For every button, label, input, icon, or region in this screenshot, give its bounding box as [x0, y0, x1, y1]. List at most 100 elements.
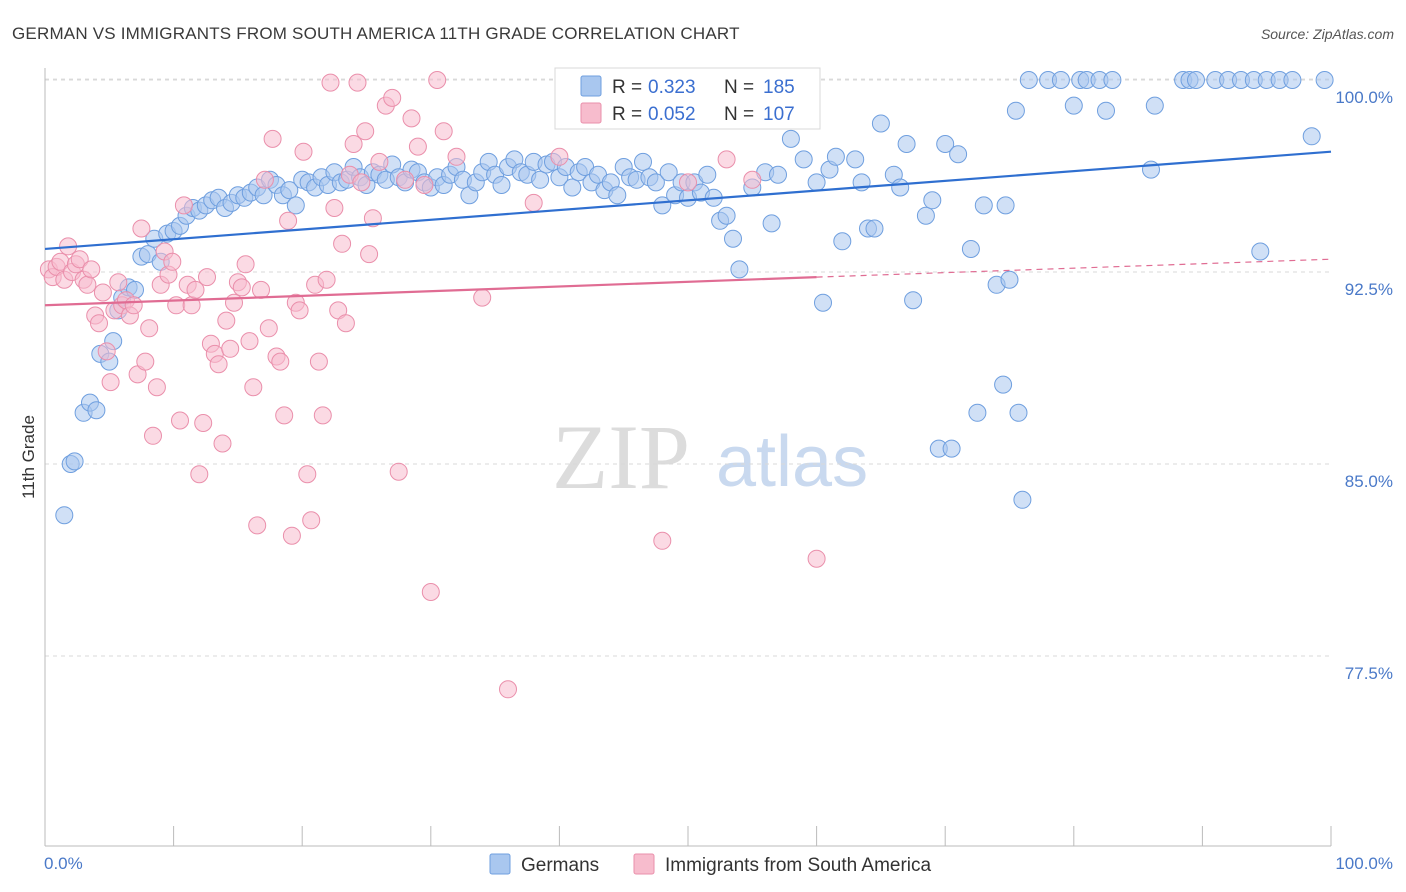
point-immigrants — [383, 88, 402, 107]
point-germans — [65, 452, 84, 471]
chart-title: GERMAN VS IMMIGRANTS FROM SOUTH AMERICA … — [12, 24, 740, 43]
legend-n-label-germans: N = — [724, 77, 754, 98]
point-immigrants — [396, 170, 415, 189]
point-immigrants — [240, 332, 259, 351]
point-immigrants — [163, 252, 182, 271]
y-axis-title: 11th Grade — [19, 415, 38, 499]
y-tick-label: 100.0% — [1335, 88, 1393, 107]
point-immigrants — [140, 319, 159, 338]
point-germans — [1187, 71, 1205, 89]
y-tick-label: 77.5% — [1345, 664, 1393, 683]
bottom-legend-label-immigrants: Immigrants from South America — [665, 855, 932, 876]
point-immigrants — [447, 147, 466, 166]
stats-legend: R = 0.323 N = 185 R = 0.052 N = 107 — [554, 67, 821, 130]
point-germans — [1064, 96, 1083, 115]
point-immigrants — [524, 193, 543, 212]
point-immigrants — [317, 270, 336, 289]
point-immigrants — [415, 176, 434, 194]
point-germans — [923, 191, 942, 210]
point-immigrants — [370, 152, 389, 171]
point-immigrants — [348, 73, 367, 92]
y-tick-label: 85.0% — [1345, 472, 1393, 491]
trend-line-immigrants-extension — [816, 258, 1332, 278]
point-immigrants — [313, 406, 332, 425]
point-immigrants — [275, 406, 294, 425]
point-immigrants — [302, 511, 321, 530]
point-germans — [1145, 96, 1164, 115]
axes — [44, 68, 1332, 847]
point-germans — [916, 206, 935, 225]
bottom-legend-swatch-germans — [489, 853, 511, 875]
point-immigrants — [232, 278, 251, 297]
point-immigrants — [653, 531, 672, 550]
trend-line-germans — [44, 150, 1332, 251]
point-germans — [1009, 403, 1028, 422]
point-immigrants — [221, 339, 240, 358]
point-germans — [634, 152, 652, 171]
point-immigrants — [217, 311, 236, 330]
point-germans — [833, 232, 852, 251]
point-immigrants — [97, 342, 116, 361]
series-legend: Germans Immigrants from South America — [489, 853, 932, 876]
point-germans — [698, 165, 717, 184]
point-immigrants — [93, 283, 112, 302]
point-germans — [531, 170, 550, 189]
point-germans — [1006, 101, 1025, 120]
legend-r-label-immigrants: R = — [612, 104, 642, 125]
x-tick-label-max: 100.0% — [1335, 854, 1393, 873]
point-germans — [891, 178, 910, 197]
legend-n-value-immigrants: 107 — [763, 104, 795, 125]
point-immigrants — [421, 583, 440, 601]
point-immigrants — [90, 314, 108, 333]
bottom-legend-swatch-immigrants — [633, 853, 655, 875]
point-germans — [807, 173, 826, 192]
point-immigrants — [236, 255, 255, 274]
point-immigrants — [679, 173, 697, 192]
point-immigrants — [360, 245, 379, 264]
point-germans — [1251, 242, 1270, 261]
point-germans — [897, 135, 916, 153]
point-immigrants — [259, 319, 278, 338]
point-immigrants — [101, 373, 120, 392]
point-germans — [1019, 71, 1038, 89]
scatter-points — [39, 71, 1334, 699]
point-immigrants — [171, 411, 189, 430]
point-immigrants — [248, 516, 267, 535]
x-tick-labels: 0.0% 100.0% — [44, 854, 1393, 873]
legend-swatch-immigrants — [580, 102, 602, 124]
point-immigrants — [473, 288, 492, 307]
point-immigrants — [290, 301, 309, 320]
point-immigrants — [352, 173, 371, 192]
point-immigrants — [186, 280, 205, 299]
point-germans — [904, 291, 923, 310]
point-immigrants — [550, 147, 569, 166]
y-tick-label: 92.5% — [1345, 280, 1393, 299]
y-tick-labels: 77.5% 85.0% 92.5% 100.0% — [1335, 88, 1393, 683]
point-immigrants — [309, 352, 328, 371]
point-germans — [762, 214, 781, 233]
legend-r-label-germans: R = — [612, 77, 642, 98]
point-germans — [826, 147, 845, 166]
point-immigrants — [271, 352, 290, 371]
point-immigrants — [132, 219, 151, 238]
point-immigrants — [82, 260, 101, 279]
point-immigrants — [325, 199, 344, 217]
point-immigrants — [263, 129, 282, 148]
bottom-legend-label-germans: Germans — [521, 855, 599, 876]
point-immigrants — [402, 109, 421, 128]
point-germans — [814, 293, 832, 312]
watermark-zip: ZIP — [552, 406, 690, 508]
point-germans — [492, 176, 511, 194]
point-germans — [865, 219, 884, 238]
point-germans — [769, 165, 787, 184]
x-tick-label-min: 0.0% — [44, 854, 83, 873]
point-immigrants — [244, 378, 263, 397]
point-germans — [1315, 71, 1334, 89]
point-germans — [871, 114, 890, 133]
point-immigrants — [255, 170, 274, 189]
legend-swatch-germans — [580, 75, 602, 97]
point-immigrants — [717, 150, 736, 169]
point-immigrants — [136, 352, 155, 371]
point-germans — [781, 129, 800, 148]
